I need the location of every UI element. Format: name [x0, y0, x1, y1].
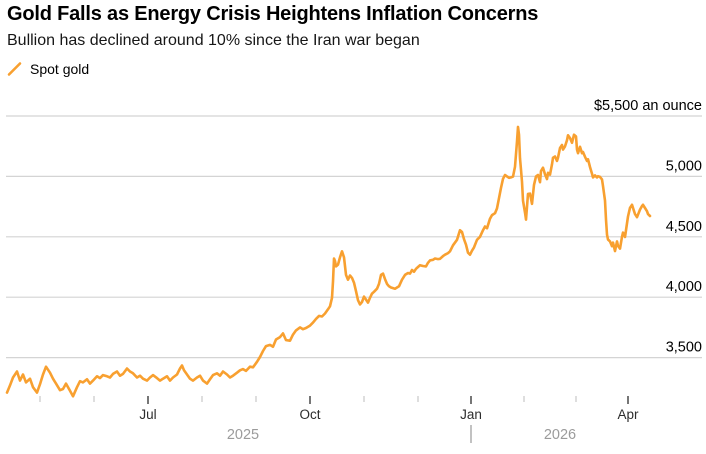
x-axis-year-labels: 2025 2026 [227, 425, 576, 443]
x-axis-month-label: Apr [617, 407, 639, 422]
y-axis-labels: $5,500 an ounce 5,000 4,500 4,000 3,500 [594, 98, 702, 356]
legend: Spot gold [7, 61, 89, 77]
x-axis-year-label: 2026 [544, 427, 576, 443]
price-line-series [5, 125, 652, 398]
y-axis-label: 4,000 [666, 279, 702, 295]
x-axis-month-label: Jan [460, 407, 482, 422]
chart-subtitle: Bullion has declined around 10% since th… [7, 32, 420, 49]
y-axis-label: 4,500 [666, 219, 702, 235]
x-axis-year-label: 2025 [227, 427, 259, 443]
gridlines [6, 115, 702, 359]
y-axis-label: 5,000 [666, 158, 702, 174]
spot-gold-line-swatch-icon [7, 62, 22, 76]
y-axis-label: $5,500 an ounce [594, 98, 702, 114]
x-axis-month-labels: Jul Oct Jan Apr [139, 407, 639, 422]
y-axis-label: 3,500 [666, 340, 702, 356]
spot-gold-line [5, 125, 652, 398]
x-axis-month-label: Jul [139, 407, 156, 422]
x-axis-ticks [39, 396, 629, 404]
x-axis-month-label: Oct [299, 407, 320, 422]
legend-item-spot-gold: Spot gold [30, 61, 90, 77]
page-title: Gold Falls as Energy Crisis Heightens In… [7, 3, 539, 25]
